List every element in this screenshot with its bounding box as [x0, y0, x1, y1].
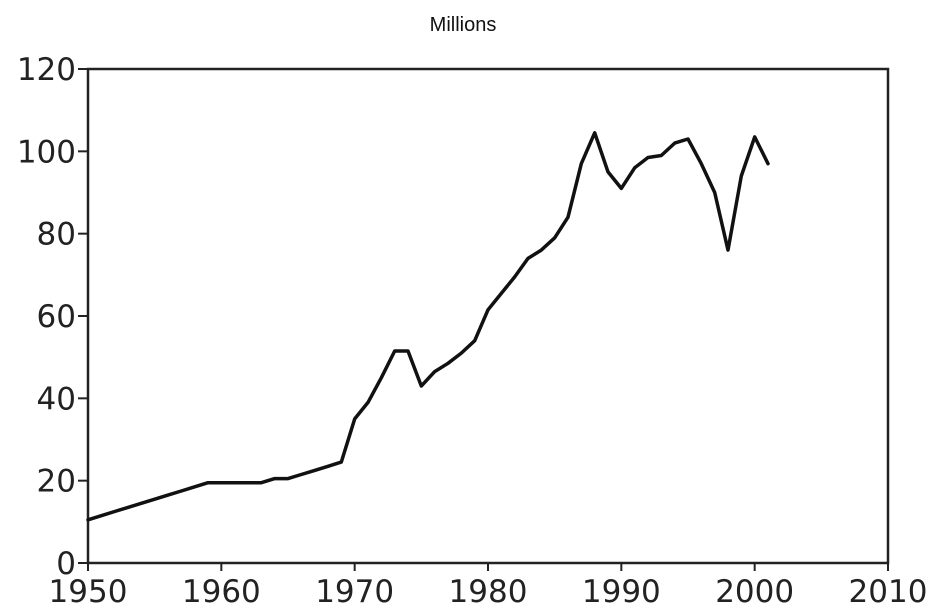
- chart-title: Millions: [429, 14, 497, 36]
- axis-tick-labels: 0 20 40 60 80 100 120 1950 1960 1970 1980 1990 2000 2…: [17, 52, 926, 610]
- x-tick-label: 1980: [449, 574, 528, 610]
- x-tick-label: 2010: [849, 574, 926, 610]
- y-tick-label: 100: [17, 134, 76, 170]
- y-tick-label: 0: [56, 546, 76, 582]
- y-tick-label: 60: [37, 299, 76, 335]
- y-tick-label: 20: [37, 464, 76, 500]
- x-tick-label: 1960: [182, 574, 261, 610]
- series-layer: [86, 131, 770, 522]
- y-tick-label: 80: [37, 217, 76, 253]
- plot-area-frame: [86, 67, 890, 565]
- y-tick-label: 40: [37, 381, 76, 417]
- x-tick-label: 1970: [315, 574, 394, 610]
- x-tick-label: 1950: [49, 574, 128, 610]
- x-tick-label: 2000: [715, 574, 794, 610]
- series-line: [86, 131, 770, 522]
- y-tick-label: 120: [17, 52, 76, 88]
- axis-ticks: [78, 68, 889, 571]
- x-tick-label: 1990: [582, 574, 661, 610]
